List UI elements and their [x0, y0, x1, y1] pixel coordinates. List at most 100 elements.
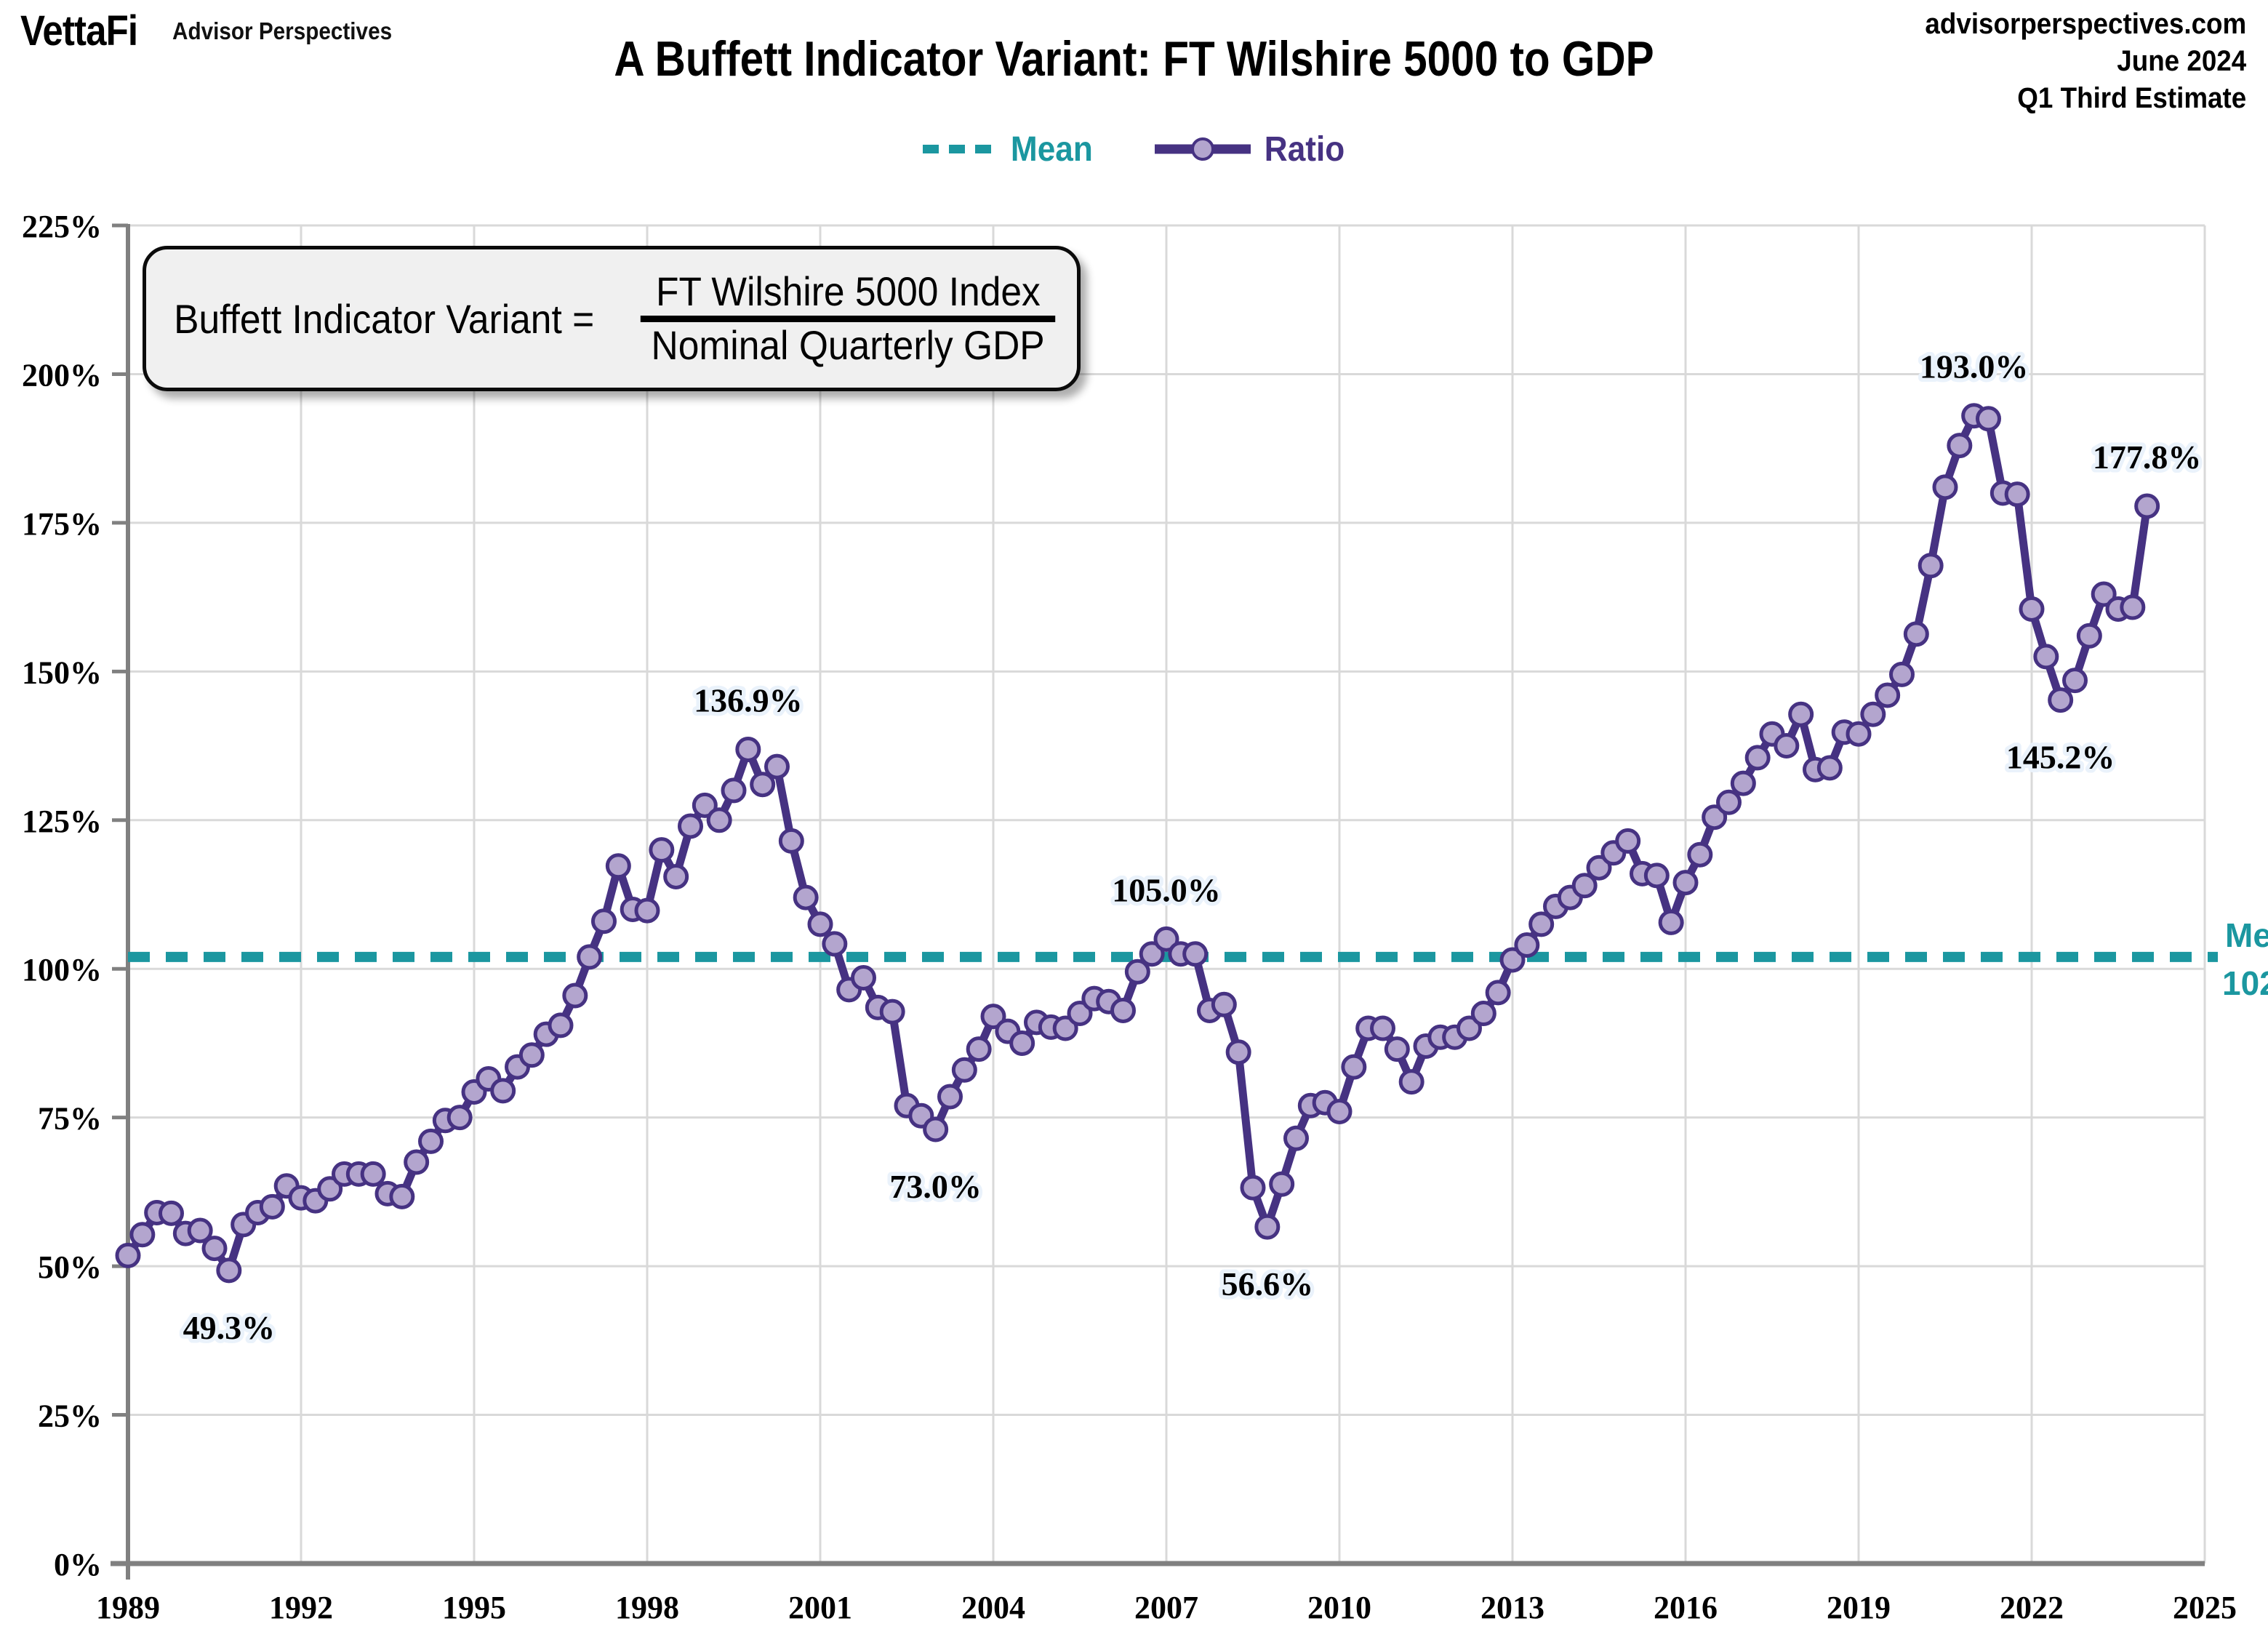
data-point-annotation: 177.8%	[2093, 439, 2202, 476]
ratio-data-point	[1672, 870, 1699, 896]
axis-layer	[111, 223, 2205, 1580]
ratio-data-point	[2120, 594, 2146, 620]
source-block: advisorperspectives.com June 2024 Q1 Thi…	[1897, 6, 2246, 118]
ratio-data-point	[2076, 623, 2102, 649]
ratio-data-point	[317, 1176, 343, 1202]
ratio-data-point	[1528, 911, 1555, 937]
ratio-data-point	[1499, 947, 1526, 973]
legend-label-ratio: Ratio	[1264, 129, 1345, 169]
ratio-data-point	[389, 1183, 415, 1209]
ratio-data-point	[980, 1004, 1006, 1030]
y-axis-tick-label: 25%	[38, 1398, 102, 1434]
ratio-data-point	[1571, 873, 1598, 899]
ratio-data-point	[750, 772, 776, 798]
data-point-annotation: 145.2%	[2006, 739, 2115, 776]
ratio-data-point	[1816, 755, 1843, 781]
grid-layer	[127, 224, 2206, 1565]
ratio-data-point	[446, 1105, 473, 1131]
ratio-data-point	[1903, 621, 1929, 647]
ratio-data-point	[1788, 701, 1814, 727]
y-axis-tick-label: 0%	[54, 1547, 102, 1582]
y-axis-tick-label: 150%	[22, 655, 102, 690]
ratio-data-point	[1124, 958, 1150, 985]
ratio-data-point	[591, 908, 617, 934]
ratio-data-point	[201, 1236, 228, 1262]
ratio-data-point	[663, 863, 689, 889]
ratio-data-point	[706, 807, 732, 833]
x-axis-tick-label: 2025	[2173, 1590, 2237, 1625]
ratio-data-point	[1860, 701, 1886, 727]
legend-entry-ratio[interactable]: Ratio	[1152, 129, 1348, 169]
ratio-data-point	[937, 1084, 963, 1110]
chart-header: VettaFi Advisor Perspectives A Buffett I…	[0, 0, 2268, 124]
x-axis-tick-label: 2022	[2000, 1590, 2064, 1625]
ratio-data-point	[1643, 862, 1670, 889]
y-axis-tick-label: 200%	[22, 357, 102, 393]
x-axis-tick-label: 2016	[1654, 1590, 1718, 1625]
ratio-data-point	[2048, 687, 2074, 713]
ratio-data-point	[1225, 1039, 1251, 1065]
ratio-data-point	[1009, 1030, 1035, 1056]
data-point-annotation: 49.3%	[183, 1309, 276, 1346]
ratio-data-point	[259, 1193, 285, 1220]
ratio-data-point	[159, 1200, 184, 1226]
annotation-layer: 49.3% 136.9% 73.0% 105.0% 56.6% 193.0% 145.2% 1…	[179, 344, 2205, 1350]
legend-swatch-ratio-line-marker	[1154, 137, 1251, 161]
ratio-data-point	[1976, 406, 2001, 432]
ratio-data-point	[1918, 553, 1944, 579]
formula-callout-box: Buffett Indicator Variant = FT Wilshire …	[143, 246, 1081, 391]
x-axis-tick-label: 2001	[788, 1590, 852, 1625]
vettafi-logo: VettaFi	[20, 7, 138, 55]
ratio-data-point	[1470, 1001, 1496, 1027]
ratio-data-point	[822, 931, 848, 957]
ratio-data-point	[879, 998, 905, 1025]
ratio-data-point	[764, 753, 790, 780]
ratio-data-point	[966, 1036, 992, 1062]
ratio-data-point	[360, 1161, 386, 1187]
ratio-data-point	[1269, 1171, 1295, 1197]
y-axis-tick-label: 100%	[22, 952, 102, 988]
x-axis-tick-label: 1992	[269, 1590, 333, 1625]
ratio-data-point	[1052, 1015, 1078, 1041]
source-website: advisorperspectives.com	[1925, 8, 2246, 40]
ratio-data-point	[951, 1057, 977, 1083]
ratio-data-point	[2091, 581, 2117, 607]
x-axis-tick-label: 2010	[1307, 1590, 1371, 1625]
ratio-data-point	[490, 1078, 516, 1104]
ratio-data-point	[562, 982, 588, 1009]
ratio-data-point	[851, 964, 876, 990]
ratio-data-point	[1485, 980, 1511, 1006]
ratio-data-point	[216, 1257, 242, 1284]
ratio-data-point	[1687, 841, 1713, 868]
brand-block: VettaFi Advisor Perspectives	[20, 10, 417, 52]
formula-numerator: FT Wilshire 5000 Index	[655, 268, 1041, 315]
ratio-data-point	[577, 944, 603, 970]
ratio-data-point	[2033, 644, 2059, 670]
ratio-data-point	[1398, 1069, 1424, 1095]
ratio-data-point	[1716, 789, 1742, 815]
formula-fraction-bar	[640, 315, 1056, 322]
ratio-data-point	[1932, 474, 1958, 500]
legend-entry-mean[interactable]: Mean	[920, 129, 1097, 169]
ratio-data-point	[735, 736, 761, 762]
x-axis-tick-label: 1998	[615, 1590, 679, 1625]
ratio-data-point	[1774, 733, 1800, 759]
ratio-data-point	[2134, 493, 2160, 519]
ratio-data-point	[2062, 668, 2088, 694]
ratio-data-point	[115, 1242, 141, 1268]
ratio-data-point	[1384, 1036, 1410, 1062]
ratio-data-point	[1586, 854, 1612, 881]
advisor-perspectives-label: Advisor Perspectives	[172, 17, 393, 44]
ratio-data-point	[1110, 997, 1136, 1023]
ratio-data-point	[1947, 433, 1973, 459]
data-point-annotation: 73.0%	[889, 1168, 982, 1205]
y-axis-tick-label: 175%	[22, 506, 102, 542]
source-date: June 2024	[2117, 45, 2246, 78]
data-point-annotation: 105.0%	[1112, 871, 1221, 908]
ratio-data-point	[649, 837, 675, 863]
ratio-data-point	[1702, 804, 1728, 830]
page-title: A Buffett Indicator Variant: FT Wilshire…	[614, 31, 1654, 87]
ratio-data-point	[1067, 1001, 1093, 1027]
ratio-series-layer	[115, 403, 2160, 1284]
